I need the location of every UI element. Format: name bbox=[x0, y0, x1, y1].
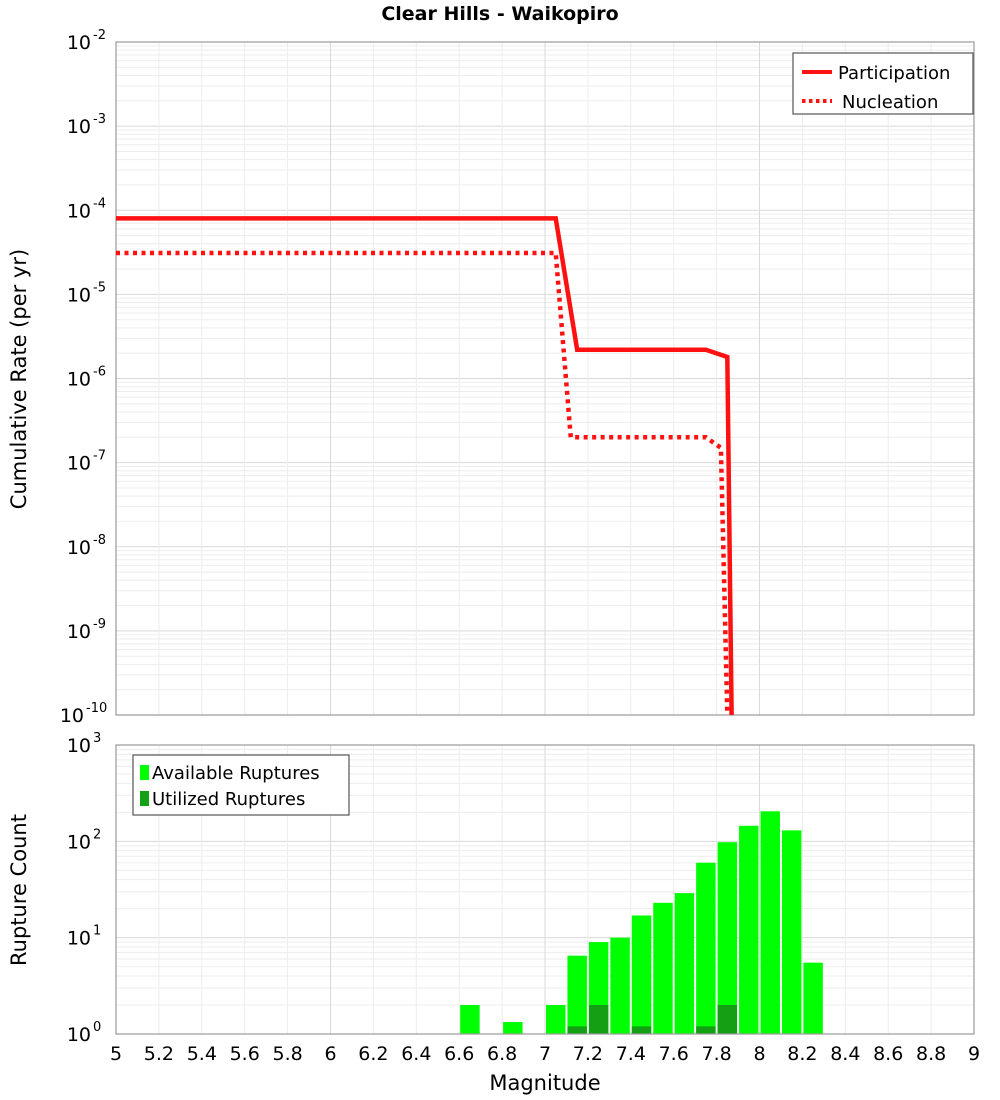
bottom-x-tick: 9 bbox=[968, 1043, 980, 1065]
bar-utilized-ruptures bbox=[718, 1005, 737, 1034]
bottom-y-tick-exponent: 3 bbox=[93, 731, 101, 746]
top-chart-gridlines bbox=[116, 42, 974, 715]
bottom-chart-legend[interactable]: Available Ruptures Utilized Ruptures bbox=[133, 755, 349, 815]
legend-entry-available-ruptures[interactable]: Available Ruptures bbox=[140, 763, 320, 784]
bar-utilized-ruptures bbox=[589, 1005, 608, 1034]
bottom-x-tick: 5.6 bbox=[230, 1043, 260, 1065]
bottom-x-tick: 5 bbox=[110, 1043, 122, 1065]
top-y-tick: 10 bbox=[67, 116, 91, 138]
top-chart-legend[interactable]: Participation Nucleation bbox=[793, 53, 973, 114]
bar-utilized-ruptures bbox=[632, 1026, 651, 1034]
bar-available-ruptures bbox=[761, 811, 780, 1034]
bottom-x-tick: 6.2 bbox=[358, 1043, 388, 1065]
bottom-y-tick: 10 bbox=[67, 1024, 91, 1046]
top-chart: 10-210-310-410-510-610-710-810-910-10 Cu… bbox=[7, 28, 974, 727]
bar-utilized-ruptures bbox=[567, 1026, 586, 1034]
bottom-x-tick: 5.2 bbox=[144, 1043, 174, 1065]
top-y-tick: 10 bbox=[67, 284, 91, 306]
bottom-x-tick: 7.2 bbox=[573, 1043, 603, 1065]
bottom-y-tick-exponent: 2 bbox=[93, 827, 101, 842]
legend-label-utilized-ruptures: Utilized Ruptures bbox=[152, 789, 305, 810]
top-y-tick-exponent: -5 bbox=[93, 280, 106, 295]
top-y-tick-exponent: -6 bbox=[93, 365, 106, 380]
bottom-x-tick: 5.8 bbox=[272, 1043, 302, 1065]
bottom-x-tick: 7.6 bbox=[659, 1043, 689, 1065]
top-y-tick-exponent: -2 bbox=[93, 28, 106, 43]
bottom-chart-x-tick-labels: 5 5.2 5.4 5.6 5.8 6 6.2 6.4 6.6 6.8 7 7.2 7.4 7.6 7.8 8… bbox=[110, 1043, 980, 1065]
top-y-tick: 10 bbox=[67, 32, 91, 54]
top-y-tick: 10 bbox=[60, 705, 84, 727]
bottom-x-tick: 6.8 bbox=[487, 1043, 517, 1065]
bar-available-ruptures bbox=[739, 826, 758, 1034]
bar-available-ruptures bbox=[460, 1005, 479, 1034]
bar-available-ruptures bbox=[782, 830, 801, 1034]
top-y-tick: 10 bbox=[67, 621, 91, 643]
top-chart-y-tick-labels: 10-210-310-410-510-610-710-810-910-10 bbox=[60, 28, 107, 727]
bar-utilized-ruptures bbox=[696, 1026, 715, 1034]
top-y-tick: 10 bbox=[67, 200, 91, 222]
figure-container: Clear Hills - Waikopiro 10-210-310-410-5… bbox=[0, 0, 1000, 1100]
top-y-tick: 10 bbox=[67, 369, 91, 391]
top-y-tick-exponent: -10 bbox=[86, 701, 107, 716]
bottom-chart-y-tick-labels: 103102101100 bbox=[67, 731, 101, 1046]
top-chart-y-axis-title: Cumulative Rate (per yr) bbox=[7, 249, 31, 509]
bottom-y-tick: 10 bbox=[67, 735, 91, 757]
bottom-y-tick-exponent: 1 bbox=[93, 924, 101, 939]
bottom-x-tick: 6.6 bbox=[444, 1043, 474, 1065]
bottom-x-tick: 8.8 bbox=[916, 1043, 946, 1065]
bottom-chart: 103102101100 55.25.45.65.866.26.46.66.87… bbox=[7, 731, 980, 1095]
top-y-tick-exponent: -7 bbox=[93, 449, 106, 464]
bar-available-ruptures bbox=[696, 863, 715, 1034]
bar-available-ruptures bbox=[503, 1022, 522, 1034]
bar-available-ruptures bbox=[632, 915, 651, 1034]
bottom-chart-x-axis-title: Magnitude bbox=[489, 1071, 600, 1095]
legend-label-nucleation: Nucleation bbox=[842, 92, 938, 113]
legend-label-available-ruptures: Available Ruptures bbox=[152, 763, 320, 784]
top-y-tick-exponent: -4 bbox=[93, 196, 106, 211]
bottom-y-tick: 10 bbox=[67, 831, 91, 853]
top-y-tick: 10 bbox=[67, 537, 91, 559]
bottom-x-tick: 7.8 bbox=[701, 1043, 731, 1065]
bar-available-ruptures bbox=[567, 956, 586, 1034]
top-y-tick: 10 bbox=[67, 453, 91, 475]
bottom-x-tick: 5.4 bbox=[187, 1043, 217, 1065]
bottom-x-tick: 8.4 bbox=[830, 1043, 860, 1065]
legend-label-participation: Participation bbox=[838, 63, 950, 84]
chart-canvas: Clear Hills - Waikopiro 10-210-310-410-5… bbox=[0, 0, 1000, 1100]
top-y-tick-exponent: -9 bbox=[93, 617, 106, 632]
bottom-x-tick: 6 bbox=[324, 1043, 336, 1065]
bottom-y-tick: 10 bbox=[67, 928, 91, 950]
page-title: Clear Hills - Waikopiro bbox=[381, 3, 618, 25]
bottom-chart-y-axis-title: Rupture Count bbox=[7, 814, 31, 966]
bottom-x-tick: 8 bbox=[753, 1043, 765, 1065]
top-y-tick-exponent: -8 bbox=[93, 533, 106, 548]
available-ruptures-swatch bbox=[140, 765, 149, 780]
bottom-x-tick: 7 bbox=[539, 1043, 551, 1065]
top-y-tick-exponent: -3 bbox=[93, 112, 106, 127]
utilized-ruptures-swatch bbox=[140, 791, 149, 806]
bar-available-ruptures bbox=[546, 1005, 565, 1034]
bar-available-ruptures bbox=[675, 893, 694, 1034]
bottom-x-tick: 7.4 bbox=[616, 1043, 646, 1065]
bottom-y-tick-exponent: 0 bbox=[93, 1020, 101, 1035]
bar-available-ruptures bbox=[653, 903, 672, 1034]
bottom-x-tick: 8.6 bbox=[873, 1043, 903, 1065]
bottom-x-tick: 8.2 bbox=[787, 1043, 817, 1065]
bar-available-ruptures bbox=[803, 963, 822, 1034]
bottom-x-tick: 6.4 bbox=[401, 1043, 431, 1065]
legend-entry-utilized-ruptures[interactable]: Utilized Ruptures bbox=[140, 789, 305, 810]
bar-available-ruptures bbox=[610, 938, 629, 1034]
